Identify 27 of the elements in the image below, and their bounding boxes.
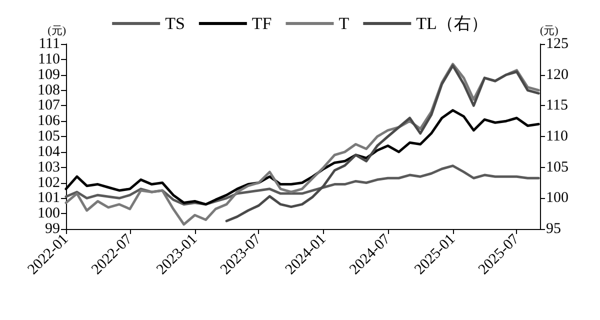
y2-axis-title: (元) (540, 25, 559, 38)
y-tick-label: 100 (38, 206, 60, 222)
y-tick-label: 104 (38, 144, 60, 160)
y2-tick-label: 125 (546, 36, 568, 52)
y2-tick-label: 115 (546, 98, 568, 114)
y-tick-label: 102 (38, 174, 60, 191)
y2-tick-label: 100 (546, 190, 568, 206)
y2-tick-label: 120 (546, 66, 568, 83)
line-series (225, 64, 540, 222)
legend-label: TF (252, 14, 272, 33)
y2-tick-label: 95 (546, 221, 561, 237)
y-axis-title: (元) (48, 25, 66, 38)
y-tick-label: 110 (38, 51, 60, 68)
y-tick-label: 105 (38, 128, 60, 144)
legend-label: T (338, 14, 350, 33)
y2-tick-label: 105 (546, 159, 568, 176)
y2-tick-label: 110 (546, 128, 568, 144)
y-tick-label: 103 (38, 159, 60, 176)
y-tick-label: 109 (38, 66, 60, 83)
y-tick-label: 106 (38, 113, 60, 130)
y-tick-label: 99 (45, 221, 60, 237)
y-tick-label: 111 (38, 36, 60, 52)
y-tick-label: 101 (38, 190, 60, 206)
y-tick-label: 108 (38, 82, 60, 98)
legend-label: TS (165, 14, 185, 33)
y-tick-label: 107 (38, 98, 60, 114)
legend-label: TL（右） (416, 14, 488, 33)
